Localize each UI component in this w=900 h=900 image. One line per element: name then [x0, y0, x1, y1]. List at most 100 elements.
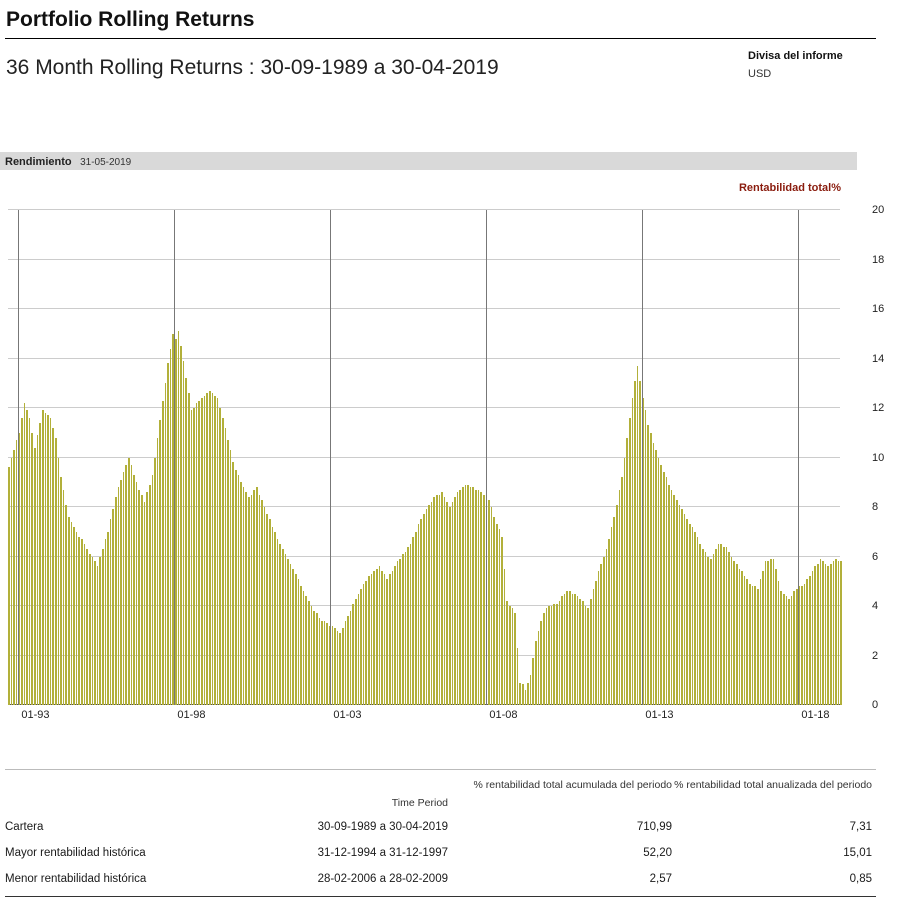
- rolling-return-bar: [49, 417, 52, 705]
- rolling-return-bar: [798, 586, 801, 705]
- rolling-return-bar: [683, 514, 686, 705]
- rolling-return-bar: [782, 593, 785, 705]
- rolling-return-bar: [462, 487, 464, 705]
- rolling-return-bar: [409, 544, 412, 705]
- rolling-return-bar: [608, 539, 610, 705]
- rolling-return-bar: [636, 365, 639, 705]
- rolling-return-bar: [733, 561, 736, 705]
- rolling-return-bar: [480, 492, 482, 705]
- rolling-return-bar: [182, 360, 185, 705]
- rolling-return-bar: [537, 630, 540, 705]
- rolling-return-bar: [816, 563, 819, 705]
- rolling-return-bar: [302, 591, 305, 705]
- rolling-return-bar: [407, 546, 409, 705]
- rolling-return-bar: [673, 494, 675, 705]
- row-period: 31-12-1994 a 31-12-1997: [317, 847, 448, 859]
- rolling-return-bar: [602, 556, 605, 705]
- y-axis: 0 2 4 6 8 10 12 14 16 18 20: [872, 204, 900, 711]
- rolling-return-bar: [676, 499, 678, 705]
- rolling-return-bar: [553, 603, 555, 705]
- rolling-return-bar: [318, 618, 321, 705]
- y-axis-title: Rentabilidad total%: [738, 182, 841, 194]
- rolling-return-bar: [477, 489, 480, 705]
- rolling-return-bar: [803, 583, 806, 705]
- x-tick-label: 01-93: [21, 709, 50, 721]
- rolling-return-bar: [623, 457, 626, 705]
- rolling-return-bar: [261, 499, 263, 705]
- rolling-return-bar: [485, 497, 488, 705]
- rolling-return-bar: [26, 410, 28, 705]
- rolling-return-bar: [738, 568, 741, 705]
- rolling-return-bar: [785, 596, 788, 705]
- rolling-return-bar: [837, 561, 840, 705]
- rolling-return-bar: [668, 484, 670, 705]
- rolling-return-bar: [375, 568, 378, 705]
- rolling-return-bar: [391, 571, 394, 705]
- rolling-return-bar: [446, 502, 448, 705]
- rolling-return-bar: [54, 437, 57, 705]
- report-currency-block: Divisa del informe USD: [748, 50, 888, 80]
- vertical-gridline: [642, 210, 644, 705]
- rolling-return-bar: [114, 497, 117, 705]
- vertical-gridline: [174, 210, 176, 705]
- rolling-return-bar: [323, 620, 326, 705]
- rolling-return-bar: [516, 648, 519, 705]
- rolling-return-bar: [227, 440, 229, 705]
- rolling-return-bar: [772, 558, 775, 705]
- rolling-return-bar: [501, 536, 503, 705]
- rolling-return-bar: [613, 516, 615, 705]
- rolling-return-bar: [381, 571, 383, 705]
- rolling-return-bar: [185, 378, 188, 705]
- rolling-return-bar: [597, 571, 600, 705]
- row-annualized: 0,85: [849, 873, 872, 885]
- y-tick-label: 10: [872, 451, 885, 464]
- y-tick-label: 2: [872, 649, 879, 662]
- rolling-return-bar: [248, 497, 250, 705]
- rolling-return-bar: [402, 554, 404, 705]
- row-label: Menor rentabilidad histórica: [5, 873, 147, 885]
- title-divider: [5, 38, 876, 39]
- rolling-return-bar: [428, 504, 430, 705]
- rolling-return-bar: [571, 593, 574, 705]
- rolling-return-bar: [835, 558, 837, 705]
- rolling-return-bar: [592, 588, 595, 705]
- rolling-return-bar: [295, 573, 297, 705]
- section-header-band: Rendimiento 31-05-2019: [0, 152, 857, 170]
- rolling-return-bar: [195, 403, 198, 705]
- rolling-return-bar: [618, 489, 621, 705]
- rolling-return-bar: [62, 489, 65, 705]
- rolling-return-bar: [780, 591, 782, 705]
- rolling-return-bar: [730, 556, 733, 705]
- page-title: Portfolio Rolling Returns: [6, 8, 255, 31]
- rolling-return-bar: [315, 613, 318, 705]
- rolling-return-bar: [268, 519, 271, 705]
- rolling-return-bar: [707, 556, 709, 705]
- rolling-return-bar: [235, 469, 237, 705]
- rolling-return-bar: [211, 393, 214, 705]
- rolling-return-bar: [39, 422, 41, 705]
- rolling-return-bar: [678, 504, 681, 705]
- horizontal-gridline: [8, 209, 840, 210]
- rolling-return-bar: [47, 415, 49, 705]
- col-header-accumulated: % rentabilidad total acumulada del perio…: [473, 779, 672, 791]
- x-tick-label: 01-98: [177, 709, 206, 721]
- table-row: Cartera 30-09-1989 a 30-04-2019 710,99 7…: [0, 821, 900, 841]
- rolling-return-bar: [722, 546, 725, 705]
- section-date: 31-05-2019: [80, 157, 132, 168]
- rolling-return-bar: [448, 507, 451, 705]
- rolling-return-bar: [615, 504, 618, 705]
- rolling-return-bar: [274, 531, 276, 705]
- rolling-return-bar: [422, 514, 425, 705]
- rolling-return-bar: [271, 526, 274, 705]
- rolling-return-bar: [545, 608, 548, 705]
- rolling-return-bar: [175, 338, 177, 705]
- table-bottom-divider: [5, 896, 876, 897]
- rolling-return-bar: [339, 633, 341, 705]
- rolling-return-bar: [10, 457, 13, 705]
- x-axis: 01-93 01-98 01-03 01-08 01-13 01-18: [8, 706, 840, 726]
- rolling-return-bar: [287, 558, 289, 705]
- vertical-gridline: [486, 210, 488, 705]
- rolling-return-bar: [600, 563, 602, 705]
- table-top-divider: [5, 769, 876, 770]
- rolling-return-bar: [70, 521, 73, 705]
